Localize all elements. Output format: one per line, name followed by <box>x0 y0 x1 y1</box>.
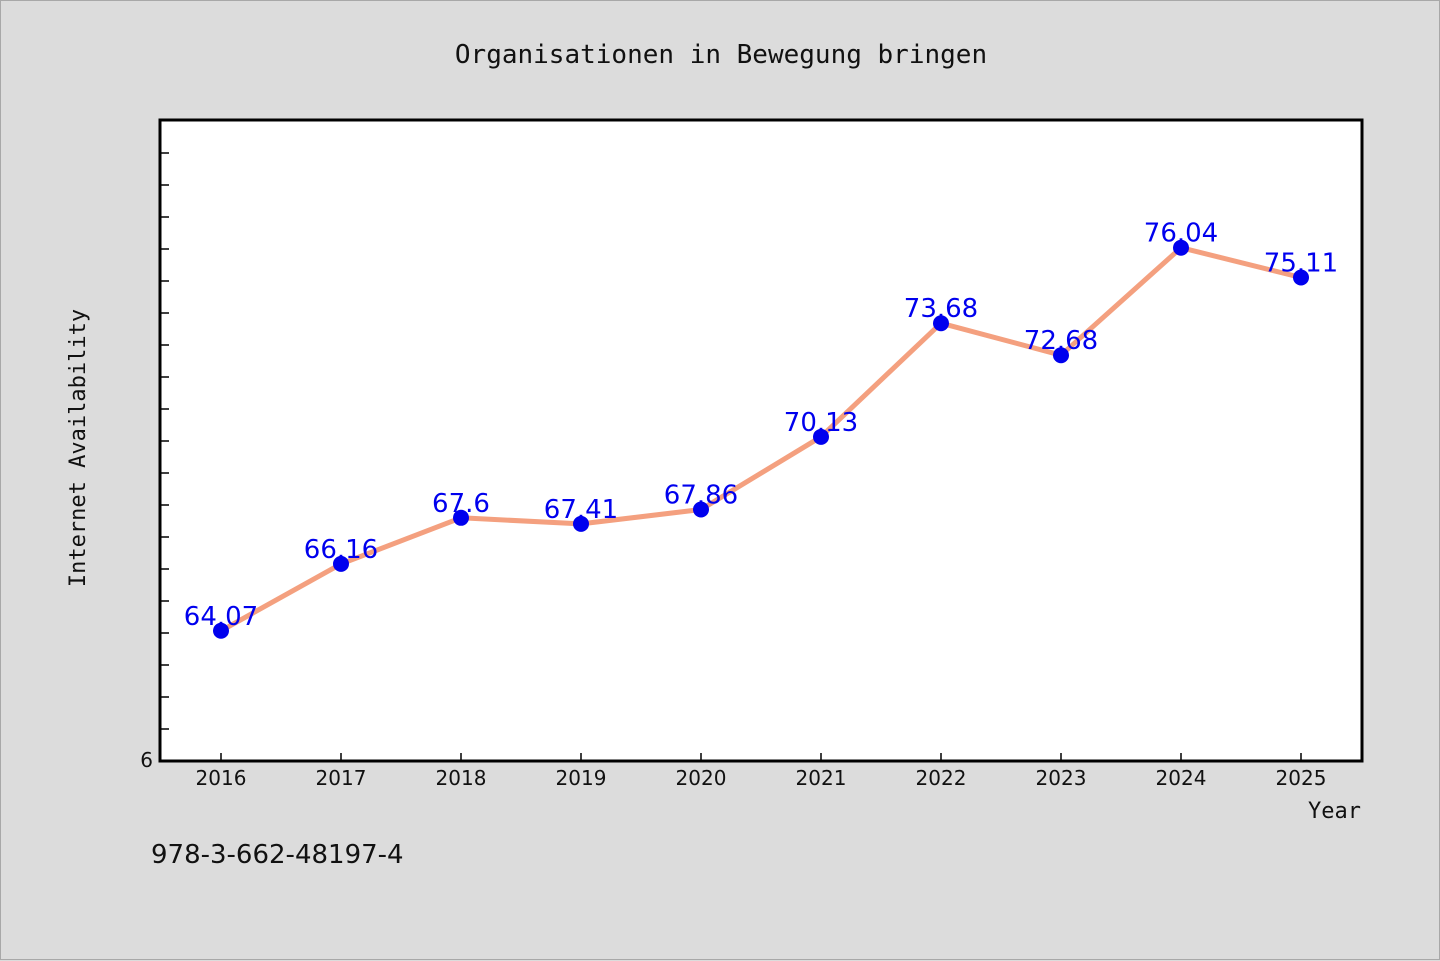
x-tick-label: 2022 <box>916 766 967 790</box>
x-tick-label: 2025 <box>1276 766 1327 790</box>
data-label: 73.68 <box>904 294 978 324</box>
data-point <box>933 315 949 332</box>
x-tick-label: 2020 <box>676 766 727 790</box>
x-tick-label: 2024 <box>1156 766 1207 790</box>
data-label: 67.86 <box>664 480 738 510</box>
x-tick-label: 2019 <box>556 766 607 790</box>
data-label: 76.04 <box>1144 219 1218 249</box>
data-label: 72.68 <box>1024 326 1098 356</box>
x-axis-label: Year <box>1308 799 1361 824</box>
x-tick-label: 2021 <box>796 766 847 790</box>
y-axis-label: Internet Availability <box>66 309 91 587</box>
x-tick-label: 2016 <box>196 766 247 790</box>
data-point <box>813 428 829 445</box>
x-tick-label: 2023 <box>1036 766 1087 790</box>
data-point <box>453 509 469 526</box>
series-group: 64.07 66.16 67.6 67.41 67.86 70.13 73.68 72.68 7… <box>184 219 1338 639</box>
data-label: 70.13 <box>784 408 858 438</box>
chart-title: Organisationen in Bewegung bringen <box>455 40 987 70</box>
data-point <box>213 622 229 639</box>
y-axis-ticks <box>161 152 169 730</box>
data-label: 67.41 <box>544 495 618 525</box>
x-tick-label: 2018 <box>436 766 487 790</box>
x-tick-label: 2017 <box>316 766 367 790</box>
series-line <box>218 245 1304 634</box>
data-point <box>693 501 709 518</box>
data-label: 67.6 <box>432 489 490 519</box>
data-point <box>1173 239 1189 256</box>
data-label: 75.11 <box>1264 248 1338 278</box>
plot-area <box>158 118 1364 763</box>
data-point <box>333 555 349 572</box>
isbn-caption: 978-3-662-48197-4 <box>151 840 404 870</box>
data-point <box>1293 269 1309 286</box>
data-point <box>573 515 589 532</box>
data-label: 64.07 <box>184 602 258 632</box>
x-axis-ticks: 2016 2017 2018 2019 2020 2021 2022 2023 2024 2025 <box>196 753 1327 790</box>
data-point <box>1053 347 1069 364</box>
data-label: 66.16 <box>304 535 378 565</box>
y-tick-label: 6 <box>140 748 153 772</box>
